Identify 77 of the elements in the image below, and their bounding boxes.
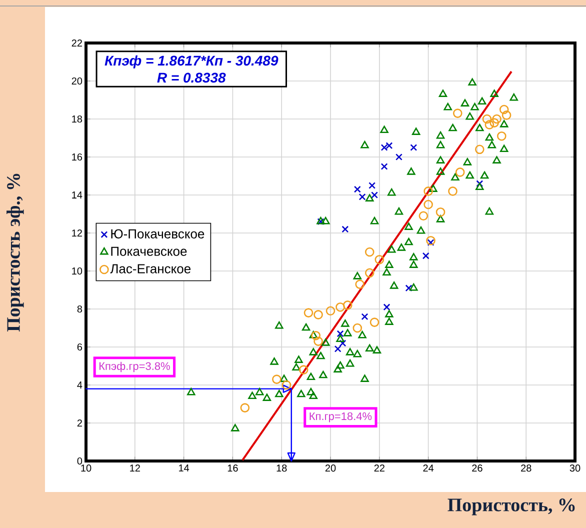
x-tick-label: 20 bbox=[325, 464, 336, 472]
point bbox=[314, 310, 323, 320]
point bbox=[272, 374, 282, 384]
legend-label: Лас-Еганское bbox=[110, 264, 191, 274]
point bbox=[455, 168, 465, 177]
y-tick-label: 8 bbox=[77, 305, 82, 313]
point bbox=[475, 144, 484, 154]
point bbox=[497, 131, 506, 141]
point bbox=[334, 345, 342, 352]
legend-label: Покачевское bbox=[111, 246, 187, 256]
y-tick-label: 18 bbox=[72, 115, 82, 123]
point bbox=[490, 118, 499, 128]
point bbox=[452, 108, 462, 118]
y-tick-label: 20 bbox=[72, 77, 82, 85]
y-tick-label: 12 bbox=[72, 230, 82, 236]
point bbox=[482, 114, 492, 124]
point bbox=[311, 330, 320, 340]
y-tick-label: 2 bbox=[77, 420, 82, 426]
point bbox=[380, 163, 388, 170]
point bbox=[492, 114, 502, 124]
point bbox=[476, 180, 484, 188]
point bbox=[364, 268, 374, 278]
annotation: Кпэф = 1.8617*Кп - 30.489 bbox=[104, 55, 278, 68]
point bbox=[374, 254, 384, 264]
x-tick-label: 18 bbox=[276, 464, 287, 472]
point bbox=[418, 211, 428, 221]
point bbox=[370, 318, 380, 327]
point bbox=[354, 186, 361, 193]
point bbox=[314, 336, 323, 346]
point bbox=[395, 154, 402, 160]
x-tick-label: 22 bbox=[374, 464, 384, 472]
point bbox=[336, 302, 345, 312]
x-tick-label: 28 bbox=[521, 464, 532, 472]
y-tick-label: 22 bbox=[72, 40, 82, 46]
point bbox=[448, 186, 458, 196]
point bbox=[304, 308, 314, 318]
y-tick-label: 4 bbox=[77, 382, 82, 388]
point bbox=[368, 182, 376, 189]
y-tick-label: 10 bbox=[72, 267, 82, 275]
x-tick-label: 14 bbox=[179, 464, 190, 472]
point bbox=[282, 380, 292, 390]
x-axis-title: Пористость, % bbox=[448, 498, 575, 516]
x-tick-label: 24 bbox=[423, 464, 434, 472]
point bbox=[410, 144, 418, 151]
point bbox=[298, 365, 308, 374]
ref-line-label: Кп.гр=18.4% bbox=[310, 412, 372, 422]
point bbox=[326, 306, 336, 316]
point bbox=[352, 323, 362, 333]
y-tick-label: 16 bbox=[72, 153, 82, 161]
point bbox=[240, 403, 250, 412]
point bbox=[422, 252, 430, 260]
point bbox=[424, 200, 433, 210]
point bbox=[427, 239, 434, 246]
point bbox=[499, 104, 509, 114]
point bbox=[355, 280, 364, 289]
x-tick-label: 16 bbox=[228, 464, 238, 472]
y-axis-title: Пористость эф., % bbox=[6, 174, 24, 332]
x-tick-label: 26 bbox=[472, 464, 482, 472]
point bbox=[361, 313, 368, 320]
legend-label: Ю-Покачевское bbox=[111, 229, 204, 238]
x-tick-label: 12 bbox=[130, 464, 140, 472]
ref-line-label: Кпэф.гр=3.8% bbox=[99, 362, 170, 372]
y-tick-label: 14 bbox=[72, 192, 82, 198]
point bbox=[364, 247, 374, 257]
point bbox=[436, 207, 446, 217]
point bbox=[358, 193, 366, 200]
x-tick-label: 30 bbox=[570, 464, 580, 472]
point bbox=[424, 186, 433, 196]
point bbox=[342, 226, 349, 233]
y-tick-label: 0 bbox=[77, 457, 82, 465]
point bbox=[502, 110, 512, 120]
annotation: R = 0.8338 bbox=[157, 72, 226, 83]
point bbox=[484, 120, 494, 130]
y-tick-label: 6 bbox=[77, 343, 82, 351]
point bbox=[426, 236, 436, 246]
point bbox=[383, 304, 390, 311]
point bbox=[342, 300, 352, 310]
